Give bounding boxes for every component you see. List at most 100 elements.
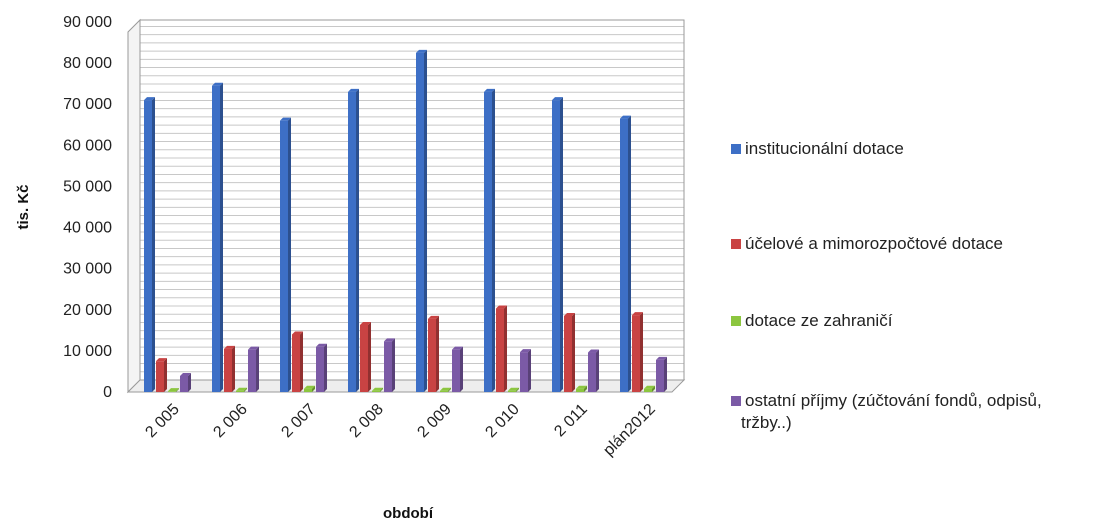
bar-front bbox=[236, 390, 244, 392]
bar bbox=[384, 338, 395, 392]
bar-front bbox=[620, 118, 628, 392]
y-tick-label: 50 000 bbox=[63, 178, 112, 195]
bar-side bbox=[640, 312, 643, 392]
y-tick-label: 90 000 bbox=[63, 14, 112, 31]
bar-side bbox=[596, 349, 599, 392]
bar-front bbox=[428, 318, 436, 392]
bar-top bbox=[588, 349, 599, 353]
bar-front bbox=[520, 352, 528, 392]
bar bbox=[292, 331, 303, 392]
bar-side bbox=[176, 388, 179, 392]
bar-top bbox=[180, 372, 191, 376]
bar-side bbox=[220, 82, 223, 392]
bar-top bbox=[304, 385, 315, 389]
bar-side bbox=[164, 358, 167, 392]
bar-front bbox=[416, 52, 424, 392]
bar-front bbox=[224, 348, 232, 392]
bar-top bbox=[484, 88, 495, 92]
bar-top bbox=[620, 115, 631, 119]
bar-front bbox=[372, 390, 380, 392]
bar-top bbox=[224, 345, 235, 349]
bar bbox=[304, 385, 315, 392]
bar bbox=[564, 312, 575, 392]
bar-front bbox=[484, 91, 492, 392]
bar bbox=[656, 356, 667, 392]
bar-side bbox=[232, 345, 235, 392]
y-tick-label: 80 000 bbox=[63, 55, 112, 72]
bar-side bbox=[628, 115, 631, 392]
x-tick-label: 2 010 bbox=[482, 401, 522, 441]
bar bbox=[552, 97, 563, 392]
bar-side bbox=[460, 346, 463, 392]
bar-side bbox=[448, 387, 451, 392]
bar-top bbox=[292, 331, 303, 335]
bar-top bbox=[212, 82, 223, 86]
bar-top bbox=[360, 321, 371, 325]
bar-front bbox=[552, 100, 560, 392]
bar-top bbox=[576, 385, 587, 389]
bar-front bbox=[156, 361, 164, 392]
y-tick-label: 30 000 bbox=[63, 261, 112, 278]
bar-front bbox=[576, 388, 584, 392]
bar-front bbox=[360, 324, 368, 392]
bar-side bbox=[528, 349, 531, 392]
bar-side bbox=[584, 385, 587, 392]
bar-side bbox=[652, 385, 655, 392]
y-tick-label: 60 000 bbox=[63, 137, 112, 154]
bar bbox=[428, 315, 439, 392]
y-tick-label: 70 000 bbox=[63, 96, 112, 113]
bar-front bbox=[452, 349, 460, 392]
bar-front bbox=[508, 390, 516, 392]
bar-side bbox=[244, 387, 247, 392]
bar-side bbox=[380, 387, 383, 392]
bar bbox=[212, 82, 223, 392]
bar-side bbox=[288, 117, 291, 393]
bar-top bbox=[440, 387, 451, 391]
bar-side bbox=[492, 88, 495, 392]
legend-label: ostatní příjmy (zúčtování fondů, odpisů,… bbox=[741, 391, 1042, 432]
bar bbox=[224, 345, 235, 392]
bar bbox=[280, 117, 291, 393]
bar-front bbox=[304, 388, 312, 392]
axes bbox=[126, 18, 686, 394]
bar-top bbox=[564, 312, 575, 316]
bar bbox=[348, 88, 359, 392]
back-wall bbox=[139, 19, 685, 381]
x-tick-label: 2 008 bbox=[346, 401, 386, 441]
bar-side bbox=[324, 343, 327, 392]
bar-top bbox=[316, 343, 327, 347]
bar-front bbox=[144, 100, 152, 392]
bar-front bbox=[632, 315, 640, 392]
bar bbox=[496, 305, 507, 392]
bar bbox=[484, 88, 495, 392]
bar bbox=[168, 388, 179, 392]
bar bbox=[452, 346, 463, 392]
bar-side bbox=[300, 331, 303, 392]
bar bbox=[520, 349, 531, 392]
bar-side bbox=[664, 356, 667, 392]
bars bbox=[144, 49, 667, 393]
x-tick-label: 2 005 bbox=[142, 401, 182, 441]
bar bbox=[248, 346, 259, 392]
bar-front bbox=[348, 91, 356, 392]
x-tick-label: 2 009 bbox=[414, 401, 454, 441]
bar-top bbox=[452, 346, 463, 350]
bar-front bbox=[384, 341, 392, 392]
bar-front bbox=[212, 85, 220, 392]
bar-front bbox=[292, 334, 300, 392]
x-axis-title: období bbox=[383, 505, 434, 522]
bar bbox=[316, 343, 327, 392]
bar-side bbox=[392, 338, 395, 392]
floor bbox=[126, 379, 686, 393]
bar-side bbox=[368, 321, 371, 392]
legend-label: účelové a mimorozpočtové dotace bbox=[745, 234, 1003, 253]
bar-top bbox=[280, 117, 291, 121]
legend-swatch bbox=[731, 144, 741, 154]
bar-front bbox=[168, 391, 176, 392]
bar bbox=[576, 385, 587, 392]
bar bbox=[236, 387, 247, 392]
bar-top bbox=[236, 387, 247, 391]
side-wall bbox=[127, 18, 141, 394]
bar-side bbox=[256, 346, 259, 392]
